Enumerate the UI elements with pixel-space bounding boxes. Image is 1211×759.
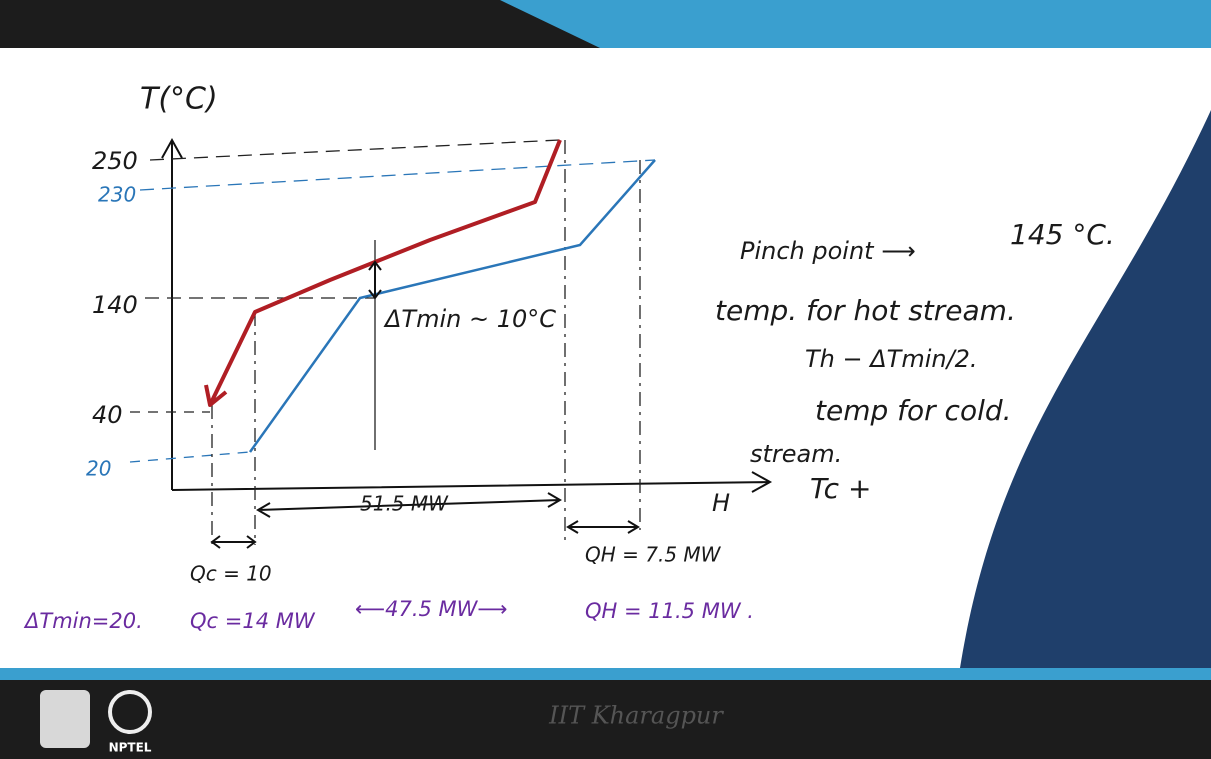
case-note: Qc =14 MW [190, 609, 316, 633]
nptel-logo [108, 690, 152, 734]
guide-line [129, 451, 251, 463]
note: temp for cold. [815, 394, 1012, 427]
note: ΔTmin [903, 470, 981, 498]
annotation: Qc = 10 [190, 562, 272, 586]
tick-label: 250 [92, 147, 138, 175]
note: Tc + [810, 472, 871, 505]
note: 2. [935, 510, 958, 538]
note: stream. [750, 440, 842, 468]
case-note: ⟵47.5 MW⟶ [355, 597, 508, 621]
top-bar-accent [500, 0, 1211, 48]
tick-label: 20 [86, 457, 111, 481]
bottom-bar [0, 680, 1211, 759]
guide-line [149, 139, 561, 161]
duty-arrow [566, 520, 640, 534]
tick-label: 140 [92, 291, 138, 319]
note: temp. for hot stream. [715, 294, 1016, 327]
tick-label: 40 [92, 401, 123, 429]
annotation: ΔTmin ~ 10°C [383, 305, 556, 333]
cold-curve [248, 159, 656, 453]
side-shape [960, 110, 1211, 668]
y-axis [161, 137, 183, 490]
duty-arrow [256, 492, 562, 518]
note: Th − ΔTmin/2. [805, 345, 978, 373]
bottom-accent [0, 668, 1211, 680]
x-axis-label: H [712, 489, 730, 517]
case-note: QH = 11.5 MW . [585, 599, 754, 623]
duty-arrow [210, 535, 257, 549]
x-axis [171, 471, 773, 493]
delta-arrow [368, 260, 382, 300]
y-axis-label: T(°C) [140, 82, 218, 117]
note: Pinch point ⟶ [740, 237, 916, 265]
guide-line [139, 159, 656, 191]
tick-label: 230 [98, 183, 136, 207]
hot-curve [204, 139, 562, 407]
annotation: 51.5 MW [360, 492, 449, 516]
logo-text: NPTEL [109, 741, 152, 755]
case-note: ΔTmin=20. [23, 609, 143, 633]
iit-logo [40, 690, 90, 748]
annotation: QH = 7.5 MW [585, 543, 722, 567]
note: 145 °C. [1010, 218, 1115, 251]
footer-text: IIT Kharagpur [548, 702, 724, 730]
